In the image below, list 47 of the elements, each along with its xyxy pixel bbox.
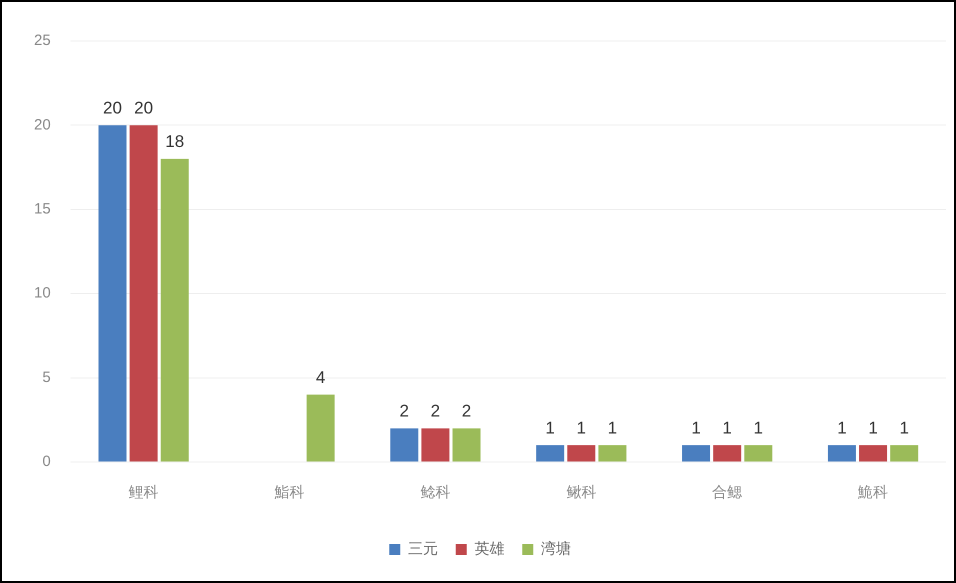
bar — [421, 428, 450, 462]
data-label: 1 — [722, 418, 732, 438]
y-tick-label: 5 — [42, 368, 51, 386]
data-label: 1 — [868, 418, 878, 438]
bar — [160, 158, 189, 462]
bar — [567, 445, 596, 462]
bar — [536, 445, 564, 462]
bar — [828, 445, 856, 462]
data-label: 1 — [608, 418, 618, 438]
bar — [859, 445, 888, 462]
legend-label: 三元 — [408, 540, 438, 558]
legend-label: 英雄 — [474, 540, 504, 558]
data-label: 4 — [316, 368, 326, 387]
bar — [390, 428, 418, 462]
data-label: 1 — [545, 418, 555, 438]
data-label: 20 — [134, 98, 154, 118]
data-label: 2 — [400, 402, 410, 421]
x-tick-label: 鲶科 — [420, 484, 450, 502]
data-label: 1 — [691, 418, 701, 438]
bar — [98, 125, 127, 462]
data-label: 2 — [430, 402, 440, 421]
bar — [306, 394, 335, 462]
bar — [598, 445, 626, 462]
bar — [890, 445, 918, 462]
y-tick-label: 15 — [34, 200, 51, 218]
y-tick-label: 25 — [34, 32, 51, 50]
y-tick-label: 20 — [34, 116, 51, 134]
y-tick-label: 10 — [34, 284, 51, 302]
x-tick-label: 鳅科 — [566, 484, 596, 502]
bar — [682, 445, 710, 462]
bar — [452, 428, 481, 462]
data-label: 1 — [754, 418, 764, 438]
x-tick-label: 鮠科 — [858, 484, 888, 502]
data-label: 2 — [462, 402, 472, 421]
data-label: 1 — [899, 418, 909, 438]
y-tick-label: 0 — [42, 453, 51, 470]
data-label: 20 — [103, 98, 122, 118]
x-tick-label: 合鳃 — [712, 484, 742, 502]
bar — [713, 445, 742, 462]
bar — [744, 445, 772, 462]
bar — [130, 125, 158, 462]
legend-label: 湾塘 — [540, 540, 571, 558]
data-label: 18 — [165, 132, 184, 152]
data-label: 1 — [576, 418, 586, 438]
x-tick-label: 鲤科 — [128, 484, 159, 502]
data-label: 1 — [837, 418, 847, 438]
x-tick-label: 鮨科 — [274, 484, 305, 502]
